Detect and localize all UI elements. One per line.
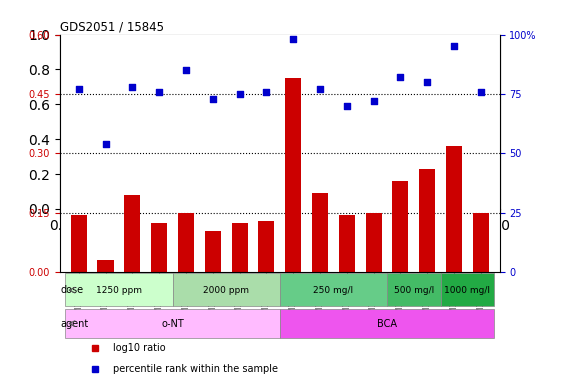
Bar [151, 223, 167, 272]
Bar [280, 309, 494, 338]
Point [315, 86, 324, 92]
Text: 2000 ppm: 2000 ppm [203, 286, 249, 295]
Text: percentile rank within the sample: percentile rank within the sample [112, 364, 278, 374]
Bar [339, 215, 355, 272]
Bar [387, 273, 441, 306]
Bar [231, 223, 248, 272]
Bar [124, 195, 140, 272]
Point [369, 98, 378, 104]
Text: 1250 ppm: 1250 ppm [96, 286, 142, 295]
Point [262, 89, 271, 95]
Point [182, 67, 191, 73]
Bar [205, 231, 221, 272]
Bar [446, 146, 462, 272]
Text: BCA: BCA [377, 319, 397, 329]
Text: agent: agent [61, 319, 89, 329]
Bar [473, 213, 489, 272]
Point [235, 91, 244, 97]
Text: o-NT: o-NT [161, 319, 184, 329]
Bar [71, 215, 87, 272]
Point [128, 84, 137, 90]
Text: 500 mg/l: 500 mg/l [394, 286, 434, 295]
Bar [172, 273, 280, 306]
Bar [312, 193, 328, 272]
Point [396, 74, 405, 80]
Point [208, 96, 218, 102]
Bar [98, 260, 114, 272]
Bar [285, 78, 301, 272]
Text: log10 ratio: log10 ratio [112, 343, 166, 353]
Point [476, 89, 485, 95]
Bar [65, 309, 280, 338]
Point [74, 86, 83, 92]
Bar [65, 273, 172, 306]
Text: 250 mg/l: 250 mg/l [313, 286, 353, 295]
Text: dose: dose [61, 285, 83, 295]
Bar [178, 213, 194, 272]
Text: 1000 mg/l: 1000 mg/l [444, 286, 490, 295]
Text: GDS2051 / 15845: GDS2051 / 15845 [60, 20, 164, 33]
Point [342, 103, 351, 109]
Bar [419, 169, 435, 272]
Bar [280, 273, 387, 306]
Bar [258, 221, 275, 272]
Point [449, 43, 459, 50]
Point [423, 79, 432, 85]
Point [288, 36, 297, 42]
Point [101, 141, 110, 147]
Bar [441, 273, 494, 306]
Bar [392, 181, 408, 272]
Point [155, 89, 164, 95]
Bar [365, 213, 381, 272]
